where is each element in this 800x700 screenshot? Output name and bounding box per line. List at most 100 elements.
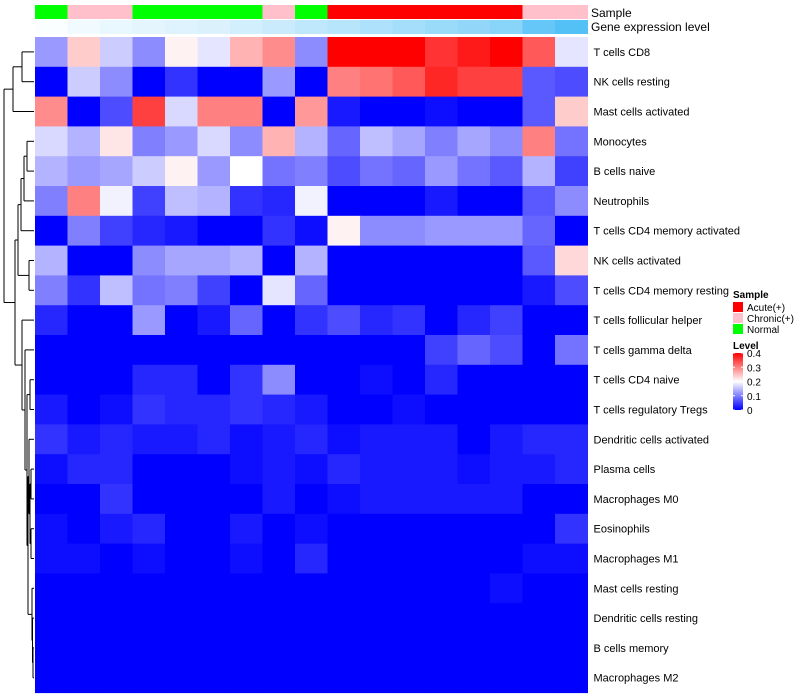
heatmap-cell [555,245,588,276]
heatmap-cell [327,364,361,396]
heatmap-cell [392,37,426,68]
heatmap-cell [230,394,263,425]
heatmap-cell [35,275,68,306]
heatmap-cell [35,364,68,396]
heatmap-cell [165,245,198,276]
heatmap-cell [262,424,296,455]
heatmap-cell [295,186,328,217]
heatmap-cell [392,245,426,276]
heatmap-cell [327,275,361,306]
sample-annotation-cell [555,5,588,19]
heatmap-cell [295,633,328,664]
heatmap-cell [132,96,166,127]
heatmap-cell [490,394,523,425]
heatmap-cell [360,66,393,98]
heatmap-cell [555,573,588,604]
heatmap-cell [327,394,361,425]
heatmap-cell [392,305,426,336]
heatmap-cell [490,96,523,127]
heatmap-cell [425,215,458,247]
heatmap-cell [392,186,426,217]
heatmap-cell [327,156,361,187]
heatmap-cell [360,543,393,574]
heatmap-cell [100,335,133,366]
heatmap-cell [100,603,133,634]
heatmap-cell [67,543,101,574]
gene-expression-annotation-cell [197,20,231,34]
heatmap-cell [457,364,491,396]
heatmap-cell [35,573,68,604]
heatmap-cell [327,484,361,515]
heatmap-cell [165,662,198,694]
heatmap-cell [555,37,588,68]
heatmap-cell [295,66,328,98]
heatmap-cell [522,156,556,187]
heatmap-cell [490,156,523,187]
heatmap-cell [230,335,263,366]
heatmap-cell [35,513,68,545]
heatmap-cell [425,275,458,306]
sample-legend-swatch [733,313,743,323]
heatmap-cell [67,603,101,634]
gene-expression-annotation-cell [555,20,588,34]
row-label: T cells CD8 [594,47,651,59]
gene-expression-annotation-cell [327,20,361,34]
heatmap-cell [132,394,166,425]
heatmap-cell [35,215,68,247]
heatmap-cell [295,305,328,336]
heatmap-cell [522,335,556,366]
heatmap-cell [262,37,296,68]
heatmap-cell [555,543,588,574]
row-labels: T cells CD8 NK cells resting Mast cells ac… [594,47,741,685]
heatmap-cell [392,394,426,425]
row-label: T cells follicular helper [594,315,703,327]
heatmap-cell [262,66,296,98]
heatmap-cell [522,573,556,604]
heatmap-cell [132,573,166,604]
heatmap-cell [457,66,491,98]
heatmap-cell [490,633,523,664]
heatmap-cell [425,662,458,694]
heatmap-cell [100,156,133,187]
heatmap-cell [295,96,328,127]
heatmap-cell [360,454,393,485]
heatmap-cell [132,662,166,694]
heatmap-cell [230,96,263,127]
heatmap-cell [522,275,556,306]
heatmap-cell [425,543,458,574]
heatmap-cell [457,96,491,127]
heatmap-cell [360,275,393,306]
heatmap-cell [425,335,458,366]
heatmap-cell [165,305,198,336]
sample-annotation-cell [100,5,133,19]
level-legend-gradient [733,353,743,410]
heatmap-cell [67,275,101,306]
row-label: T cells CD4 naive [594,375,680,387]
heatmap-cell [165,633,198,664]
heatmap-cell [165,96,198,127]
heatmap-cell [555,633,588,664]
heatmap-cell [262,573,296,604]
gene-expression-annotation-cell [262,20,296,34]
heatmap-cell [327,215,361,247]
heatmap-cell [35,305,68,336]
heatmap-cell [262,96,296,127]
heatmap-cell [360,513,393,545]
heatmap-cell [165,454,198,485]
heatmap-cell [262,275,296,306]
heatmap-cell [262,305,296,336]
heatmap-cell [490,424,523,455]
heatmap-cell [262,662,296,694]
annotation-label-sample: Sample [591,6,632,20]
heatmap-cell [327,573,361,604]
heatmap-cell [327,245,361,276]
heatmap-cell [197,394,231,425]
sample-legend-label: Chronic(+) [747,314,794,325]
heatmap-cell [262,126,296,157]
heatmap-cell [360,186,393,217]
heatmap-cell [522,633,556,664]
heatmap-cell [295,573,328,604]
heatmap-cell [67,513,101,545]
heatmap-cell [555,484,588,515]
